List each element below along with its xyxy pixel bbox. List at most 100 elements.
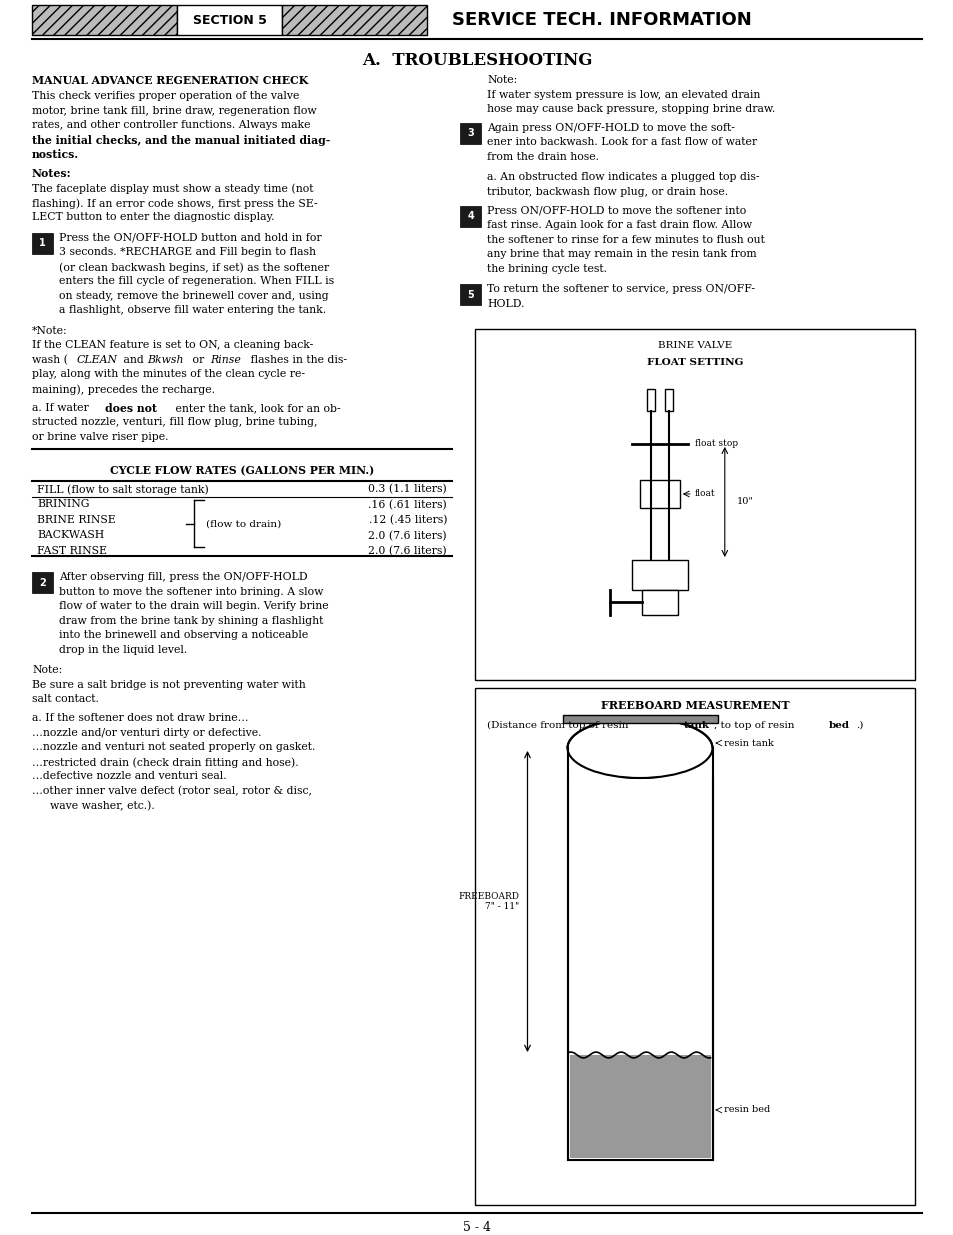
Text: After observing fill, press the ON/OFF-HOLD: After observing fill, press the ON/OFF-H…: [59, 573, 307, 583]
Text: draw from the brine tank by shining a flashlight: draw from the brine tank by shining a fl…: [59, 616, 323, 626]
Text: …restricted drain (check drain fitting and hose).: …restricted drain (check drain fitting a…: [32, 757, 298, 768]
Text: flashing). If an error code shows, first press the SE-: flashing). If an error code shows, first…: [32, 198, 317, 209]
Text: or brine valve riser pipe.: or brine valve riser pipe.: [32, 432, 169, 442]
Bar: [32, 5, 177, 35]
Text: (or clean backwash begins, if set) as the softener: (or clean backwash begins, if set) as th…: [59, 262, 329, 273]
Text: wave washer, etc.).: wave washer, etc.).: [50, 800, 154, 811]
Text: If the CLEAN feature is set to ON, a cleaning back-: If the CLEAN feature is set to ON, a cle…: [32, 341, 313, 351]
Text: MANUAL ADVANCE REGENERATION CHECK: MANUAL ADVANCE REGENERATION CHECK: [32, 75, 308, 86]
Text: resin tank: resin tank: [723, 739, 774, 747]
Text: BRINE RINSE: BRINE RINSE: [37, 515, 115, 525]
Text: a. If the softener does not draw brine…: a. If the softener does not draw brine…: [32, 714, 248, 724]
Text: …other inner valve defect (rotor seal, rotor & disc,: …other inner valve defect (rotor seal, r…: [32, 785, 312, 797]
Text: *Note:: *Note:: [32, 326, 68, 336]
Text: A.  TROUBLESHOOTING: A. TROUBLESHOOTING: [361, 52, 592, 69]
Bar: [639, 480, 679, 508]
Text: , to top of resin: , to top of resin: [713, 721, 797, 730]
Text: 1: 1: [39, 238, 46, 248]
Text: 5: 5: [467, 290, 474, 300]
Bar: [459, 206, 480, 227]
Bar: [475, 329, 914, 680]
Text: button to move the softener into brining. A slow: button to move the softener into brining…: [59, 587, 323, 597]
Text: drop in the liquid level.: drop in the liquid level.: [59, 645, 187, 655]
Bar: [664, 389, 672, 411]
Text: from the drain hose.: from the drain hose.: [486, 152, 598, 162]
Text: the brining cycle test.: the brining cycle test.: [486, 264, 606, 274]
Text: a flashlight, observe fill water entering the tank.: a flashlight, observe fill water enterin…: [59, 305, 326, 315]
Text: (flow to drain): (flow to drain): [206, 519, 281, 529]
Bar: [32, 233, 53, 254]
Text: HOLD.: HOLD.: [486, 299, 524, 309]
Text: (Distance from top of resin: (Distance from top of resin: [486, 721, 631, 730]
Bar: [562, 715, 717, 722]
Text: 4: 4: [467, 211, 474, 221]
Text: ener into backwash. Look for a fast flow of water: ener into backwash. Look for a fast flow…: [486, 137, 757, 147]
Text: FLOAT SETTING: FLOAT SETTING: [646, 358, 742, 367]
Bar: [565, 748, 714, 778]
Bar: [567, 748, 712, 1160]
Text: Be sure a salt bridge is not preventing water with: Be sure a salt bridge is not preventing …: [32, 680, 305, 690]
Text: 2.0 (7.6 liters): 2.0 (7.6 liters): [368, 546, 447, 556]
Text: Press the ON/OFF-HOLD button and hold in for: Press the ON/OFF-HOLD button and hold in…: [59, 233, 321, 243]
Text: FAST RINSE: FAST RINSE: [37, 546, 107, 556]
Text: CLEAN: CLEAN: [77, 354, 118, 366]
Text: The faceplate display must show a steady time (not: The faceplate display must show a steady…: [32, 184, 314, 194]
Text: float: float: [694, 489, 715, 499]
Text: SERVICE TECH. INFORMATION: SERVICE TECH. INFORMATION: [452, 11, 751, 28]
Text: nostics.: nostics.: [32, 149, 79, 161]
Text: tank: tank: [683, 721, 709, 730]
Text: FREEBOARD
7" - 11": FREEBOARD 7" - 11": [458, 892, 519, 911]
Text: fast rinse. Again look for a fast drain flow. Allow: fast rinse. Again look for a fast drain …: [486, 221, 751, 231]
Text: 3 seconds. *RECHARGE and Fill begin to flash: 3 seconds. *RECHARGE and Fill begin to f…: [59, 247, 315, 258]
Text: Notes:: Notes:: [32, 168, 71, 179]
Text: play, along with the minutes of the clean cycle re-: play, along with the minutes of the clea…: [32, 369, 305, 379]
Text: enter the tank, look for an ob-: enter the tank, look for an ob-: [172, 403, 340, 412]
Text: tributor, backwash flow plug, or drain hose.: tributor, backwash flow plug, or drain h…: [486, 186, 727, 198]
Text: flow of water to the drain will begin. Verify brine: flow of water to the drain will begin. V…: [59, 601, 328, 611]
Text: Press ON/OFF-HOLD to move the softener into: Press ON/OFF-HOLD to move the softener i…: [486, 206, 745, 216]
Text: 2.0 (7.6 liters): 2.0 (7.6 liters): [368, 531, 447, 541]
Bar: [282, 5, 427, 35]
Bar: [32, 573, 53, 594]
Text: Rinse: Rinse: [210, 354, 240, 366]
Text: Note:: Note:: [486, 75, 517, 85]
Text: Again press ON/OFF-HOLD to move the soft-: Again press ON/OFF-HOLD to move the soft…: [486, 124, 734, 133]
Text: To return the softener to service, press ON/OFF-: To return the softener to service, press…: [486, 284, 754, 294]
Text: wash (: wash (: [32, 354, 68, 366]
Text: the softener to rinse for a few minutes to flush out: the softener to rinse for a few minutes …: [486, 235, 764, 245]
Text: 2: 2: [39, 578, 46, 588]
Text: FREEBOARD MEASUREMENT: FREEBOARD MEASUREMENT: [600, 700, 788, 711]
Text: a. An obstructed flow indicates a plugged top dis-: a. An obstructed flow indicates a plugge…: [486, 173, 759, 183]
Text: 0.3 (1.1 liters): 0.3 (1.1 liters): [368, 484, 447, 494]
Text: Bkwsh: Bkwsh: [147, 354, 183, 366]
Text: 5 - 4: 5 - 4: [462, 1221, 491, 1234]
Text: structed nozzle, venturi, fill flow plug, brine tubing,: structed nozzle, venturi, fill flow plug…: [32, 417, 317, 427]
Bar: [475, 688, 914, 1205]
Text: 10": 10": [736, 498, 753, 506]
Text: resin bed: resin bed: [723, 1105, 770, 1114]
Text: salt contact.: salt contact.: [32, 694, 99, 704]
Text: maining), precedes the recharge.: maining), precedes the recharge.: [32, 384, 214, 394]
Bar: [641, 590, 677, 615]
Bar: [459, 124, 480, 144]
Text: .16 (.61 liters): .16 (.61 liters): [368, 499, 447, 510]
Text: FILL (flow to salt storage tank): FILL (flow to salt storage tank): [37, 484, 209, 494]
Text: does not: does not: [105, 403, 157, 414]
Text: CYCLE FLOW RATES (GALLONS PER MIN.): CYCLE FLOW RATES (GALLONS PER MIN.): [110, 466, 374, 475]
Text: or: or: [189, 354, 208, 366]
Text: .12 (.45 liters): .12 (.45 liters): [368, 515, 447, 525]
Text: any brine that may remain in the resin tank from: any brine that may remain in the resin t…: [486, 249, 756, 259]
Text: BRINE VALVE: BRINE VALVE: [658, 341, 731, 350]
Text: …defective nozzle and venturi seal.: …defective nozzle and venturi seal.: [32, 772, 227, 782]
Text: hose may cause back pressure, stopping brine draw.: hose may cause back pressure, stopping b…: [486, 104, 775, 114]
Text: rates, and other controller functions. ​Always make: rates, and other controller functions. ​…: [32, 120, 310, 130]
Text: SECTION 5: SECTION 5: [193, 14, 266, 26]
Text: If water system pressure is low, an elevated drain: If water system pressure is low, an elev…: [486, 89, 760, 100]
Text: enters the fill cycle of regeneration. When FILL is: enters the fill cycle of regeneration. W…: [59, 277, 334, 287]
Text: the initial checks, and the manual initiated diag-: the initial checks, and the manual initi…: [32, 135, 330, 146]
Text: .): .): [855, 721, 862, 730]
Bar: [459, 284, 480, 305]
Text: and: and: [120, 354, 147, 366]
Text: …nozzle and venturi not seated properly on gasket.: …nozzle and venturi not seated properly …: [32, 742, 315, 752]
Text: float stop: float stop: [694, 440, 738, 448]
